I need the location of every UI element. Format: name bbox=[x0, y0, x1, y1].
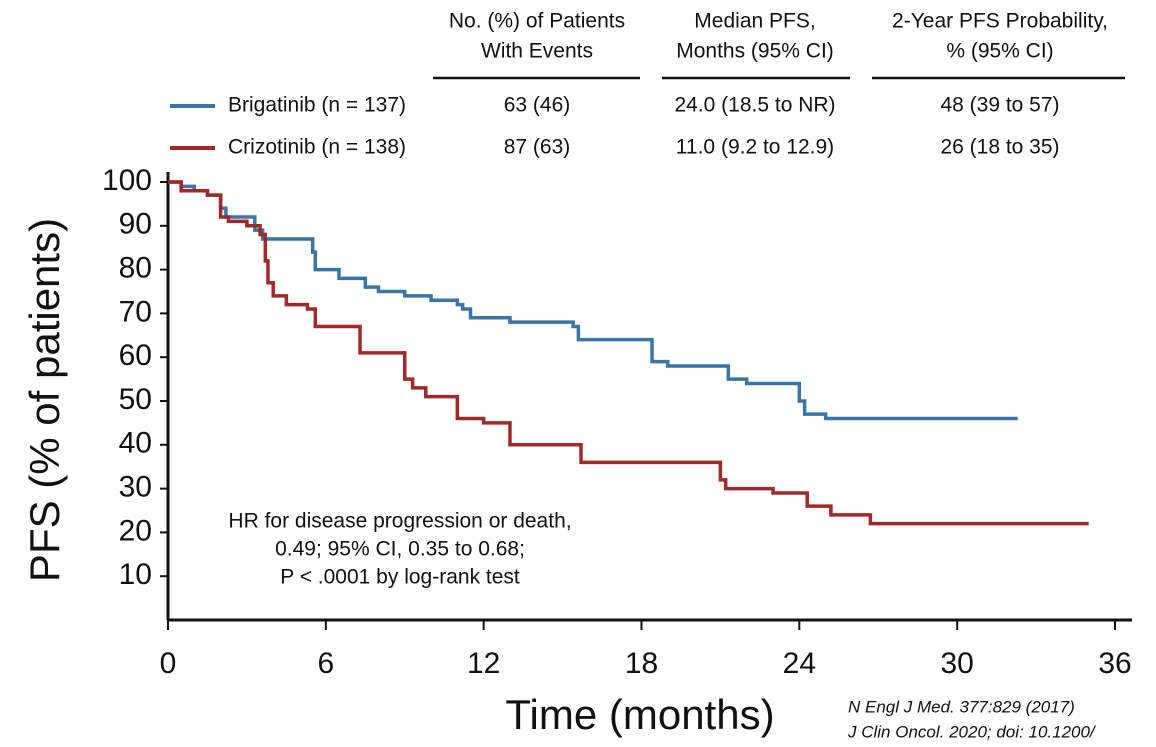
y-tick-label: 70 bbox=[119, 295, 152, 328]
citation: J Clin Oncol. 2020; doi: 10.1200/ bbox=[847, 722, 1097, 741]
y-tick-label: 90 bbox=[119, 208, 152, 241]
survival-curve bbox=[168, 180, 1089, 526]
x-tick-label: 18 bbox=[625, 647, 658, 680]
column-header: No. (%) of Patients bbox=[449, 10, 625, 33]
survival-curve bbox=[168, 180, 1018, 421]
x-tick-label: 0 bbox=[160, 647, 177, 680]
table-cell: 63 (46) bbox=[504, 94, 571, 117]
x-tick-label: 30 bbox=[940, 647, 973, 680]
y-tick-label: 20 bbox=[119, 514, 152, 547]
table-cell: 24.0 (18.5 to NR) bbox=[674, 94, 835, 117]
y-axis-label: PFS (% of patients) bbox=[21, 218, 68, 582]
x-tick-label: 36 bbox=[1098, 647, 1131, 680]
y-tick-label: 30 bbox=[119, 471, 152, 504]
column-header: Months (95% CI) bbox=[676, 40, 834, 63]
table-cell: 11.0 (9.2 to 12.9) bbox=[676, 136, 834, 159]
column-header: 2-Year PFS Probability, bbox=[892, 10, 1108, 33]
table-cell: 87 (63) bbox=[504, 136, 571, 159]
annotation: P < .0001 by log-rank test bbox=[280, 566, 520, 589]
y-tick-label: 50 bbox=[119, 383, 152, 416]
y-tick-label: 40 bbox=[119, 427, 152, 460]
x-axis-label: Time (months) bbox=[505, 691, 774, 738]
table-cell: 26 (18 to 35) bbox=[940, 136, 1059, 159]
x-tick-label: 12 bbox=[467, 647, 500, 680]
annotation: 0.49; 95% CI, 0.35 to 0.68; bbox=[275, 538, 525, 561]
legend-label: Brigatinib (n = 137) bbox=[228, 94, 406, 117]
y-tick-label: 80 bbox=[119, 252, 152, 285]
y-tick-label: 60 bbox=[119, 339, 152, 372]
x-tick-label: 24 bbox=[783, 647, 816, 680]
column-header: % (95% CI) bbox=[946, 40, 1053, 63]
x-tick-label: 6 bbox=[317, 647, 334, 680]
y-tick-label: 10 bbox=[119, 558, 152, 591]
column-header: With Events bbox=[481, 40, 593, 63]
y-tick-label: 100 bbox=[102, 164, 152, 197]
legend-label: Crizotinib (n = 138) bbox=[228, 136, 406, 159]
annotation: HR for disease progression or death, bbox=[228, 510, 571, 533]
table-cell: 48 (39 to 57) bbox=[940, 94, 1059, 117]
citation: N Engl J Med. 377:829 (2017) bbox=[848, 697, 1075, 716]
column-header: Median PFS, bbox=[694, 10, 815, 33]
